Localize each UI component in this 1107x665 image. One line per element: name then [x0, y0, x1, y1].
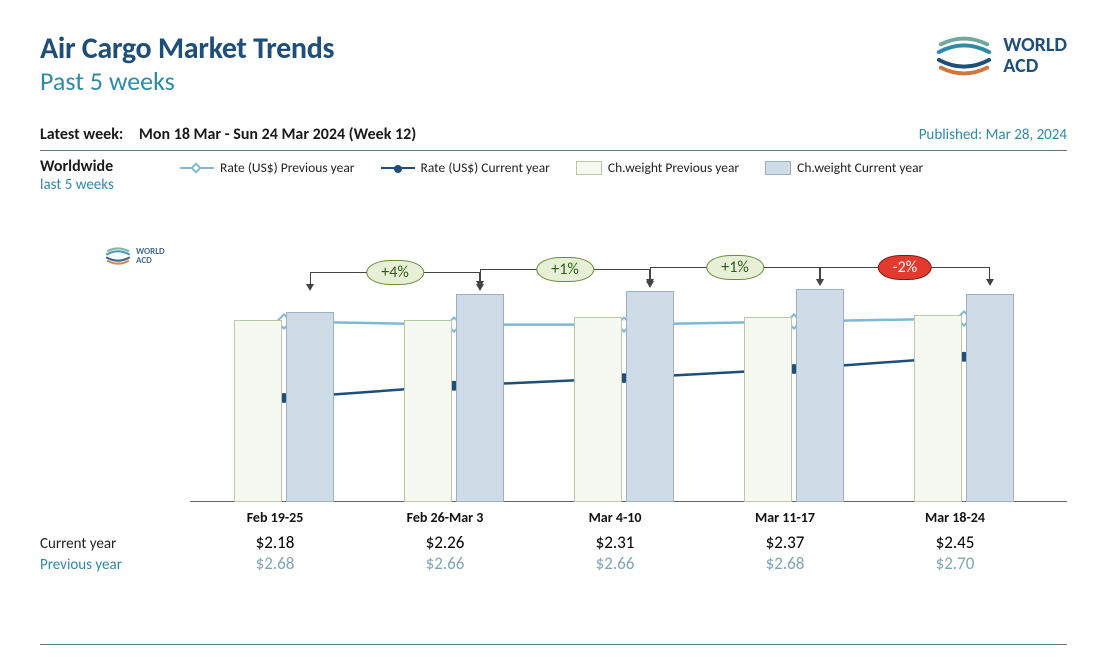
rate-previous-cell: $2.70: [870, 553, 1040, 574]
rate-current-cell: $2.45: [870, 532, 1040, 553]
pct-badge-positive: +4%: [366, 260, 424, 285]
pct-badge-negative: -2%: [878, 255, 932, 280]
rate-current-cell: $2.31: [530, 532, 700, 553]
bar-weight-prev: [404, 320, 452, 502]
legend: Rate (US$) Previous year Rate (US$) Curr…: [180, 159, 923, 176]
latest-week: Latest week: Mon 18 Mar - Sun 24 Mar 202…: [40, 125, 416, 144]
rate-current-cell: $2.18: [190, 532, 360, 553]
x-axis-label: Mar 18-24: [870, 509, 1040, 526]
rate-current-cell: $2.26: [360, 532, 530, 553]
title-block: Air Cargo Market Trends Past 5 weeks: [40, 30, 334, 97]
row-previous-year-label: Previous year: [40, 556, 190, 574]
bar-weight-prev: [234, 320, 282, 502]
x-axis-label: Mar 4-10: [530, 509, 700, 526]
bracket-arrow-icon: [476, 281, 484, 288]
brand-logo-line2: ACD: [1003, 56, 1067, 77]
rate-previous-cell: $2.68: [700, 553, 870, 574]
bar-weight-curr: [796, 289, 844, 502]
region-legend-row: Worldwide last 5 weeks Rate (US$) Previo…: [40, 157, 1067, 194]
legend-rate-curr-label: Rate (US$) Current year: [421, 159, 550, 176]
legend-box-curr-icon: [765, 161, 791, 175]
bar-group: [870, 242, 1040, 502]
rate-previous-cell: $2.68: [190, 553, 360, 574]
row-previous-year-values: $2.68$2.66$2.66$2.68$2.70: [190, 553, 1040, 574]
legend-weight-curr: Ch.weight Current year: [765, 159, 923, 176]
row-current-year: Current year $2.18$2.26$2.31$2.37$2.45: [40, 532, 1067, 553]
bottom-rule: [40, 644, 1067, 645]
x-axis-label: Feb 26-Mar 3: [360, 509, 530, 526]
bar-weight-curr: [456, 294, 504, 502]
row-current-year-values: $2.18$2.26$2.31$2.37$2.45: [190, 532, 1040, 553]
bracket-arrow-icon: [306, 284, 314, 291]
bar-weight-curr: [626, 291, 674, 502]
header: Air Cargo Market Trends Past 5 weeks WOR…: [40, 30, 1067, 97]
legend-line-curr-icon: [381, 167, 415, 169]
legend-line-prev-icon: [180, 167, 214, 169]
bar-weight-curr: [966, 294, 1014, 502]
value-table: Current year $2.18$2.26$2.31$2.37$2.45 P…: [40, 532, 1067, 574]
x-axis-label: Mar 11-17: [700, 509, 870, 526]
meta-row: Latest week: Mon 18 Mar - Sun 24 Mar 202…: [40, 125, 1067, 151]
x-axis-labels: Feb 19-25Feb 26-Mar 3Mar 4-10Mar 11-17Ma…: [190, 509, 1067, 526]
rate-current-cell: $2.37: [700, 532, 870, 553]
latest-week-value: Mon 18 Mar - Sun 24 Mar 2024 (Week 12): [139, 125, 416, 144]
page-subtitle: Past 5 weeks: [40, 65, 334, 97]
brand-logo-line1: WORLD: [1003, 35, 1067, 56]
region-title: Worldwide: [40, 157, 170, 176]
chart-column: [870, 242, 1040, 502]
row-current-year-label: Current year: [40, 535, 190, 553]
legend-rate-prev: Rate (US$) Previous year: [180, 159, 355, 176]
brand-logo-text: WORLD ACD: [1003, 35, 1067, 77]
bracket-arrow-icon: [816, 279, 824, 286]
bar-weight-curr: [286, 312, 334, 502]
pct-badge-positive: +1%: [706, 255, 764, 280]
legend-rate-curr: Rate (US$) Current year: [381, 159, 550, 176]
published-label: Published:: [919, 126, 983, 144]
legend-box-prev-icon: [576, 161, 602, 175]
bar-weight-prev: [914, 315, 962, 502]
world-acd-swirl-icon: [935, 30, 993, 82]
bracket-arrow-icon: [646, 279, 654, 286]
page-title: Air Cargo Market Trends: [40, 30, 334, 67]
row-previous-year: Previous year $2.68$2.66$2.66$2.68$2.70: [40, 553, 1067, 574]
region-block: Worldwide last 5 weeks: [40, 157, 170, 194]
region-subtitle: last 5 weeks: [40, 176, 170, 194]
legend-weight-curr-label: Ch.weight Current year: [797, 159, 923, 176]
published-value: Mar 28, 2024: [986, 126, 1067, 144]
bracket-arrow-icon: [986, 279, 994, 286]
trend-chart: Feb 19-25Feb 26-Mar 3Mar 4-10Mar 11-17Ma…: [40, 204, 1067, 574]
published-date: Published: Mar 28, 2024: [919, 126, 1067, 144]
legend-weight-prev: Ch.weight Previous year: [576, 159, 739, 176]
bar-weight-prev: [574, 317, 622, 502]
brand-logo: WORLD ACD: [935, 30, 1067, 82]
rate-previous-cell: $2.66: [530, 553, 700, 574]
legend-weight-prev-label: Ch.weight Previous year: [608, 159, 739, 176]
latest-week-label: Latest week:: [40, 125, 123, 144]
x-axis-label: Feb 19-25: [190, 509, 360, 526]
bar-weight-prev: [744, 317, 792, 502]
rate-previous-cell: $2.66: [360, 553, 530, 574]
bar-group: [700, 242, 870, 502]
chart-column: [700, 242, 870, 502]
pct-badge-positive: +1%: [536, 257, 594, 282]
legend-rate-prev-label: Rate (US$) Previous year: [220, 159, 355, 176]
